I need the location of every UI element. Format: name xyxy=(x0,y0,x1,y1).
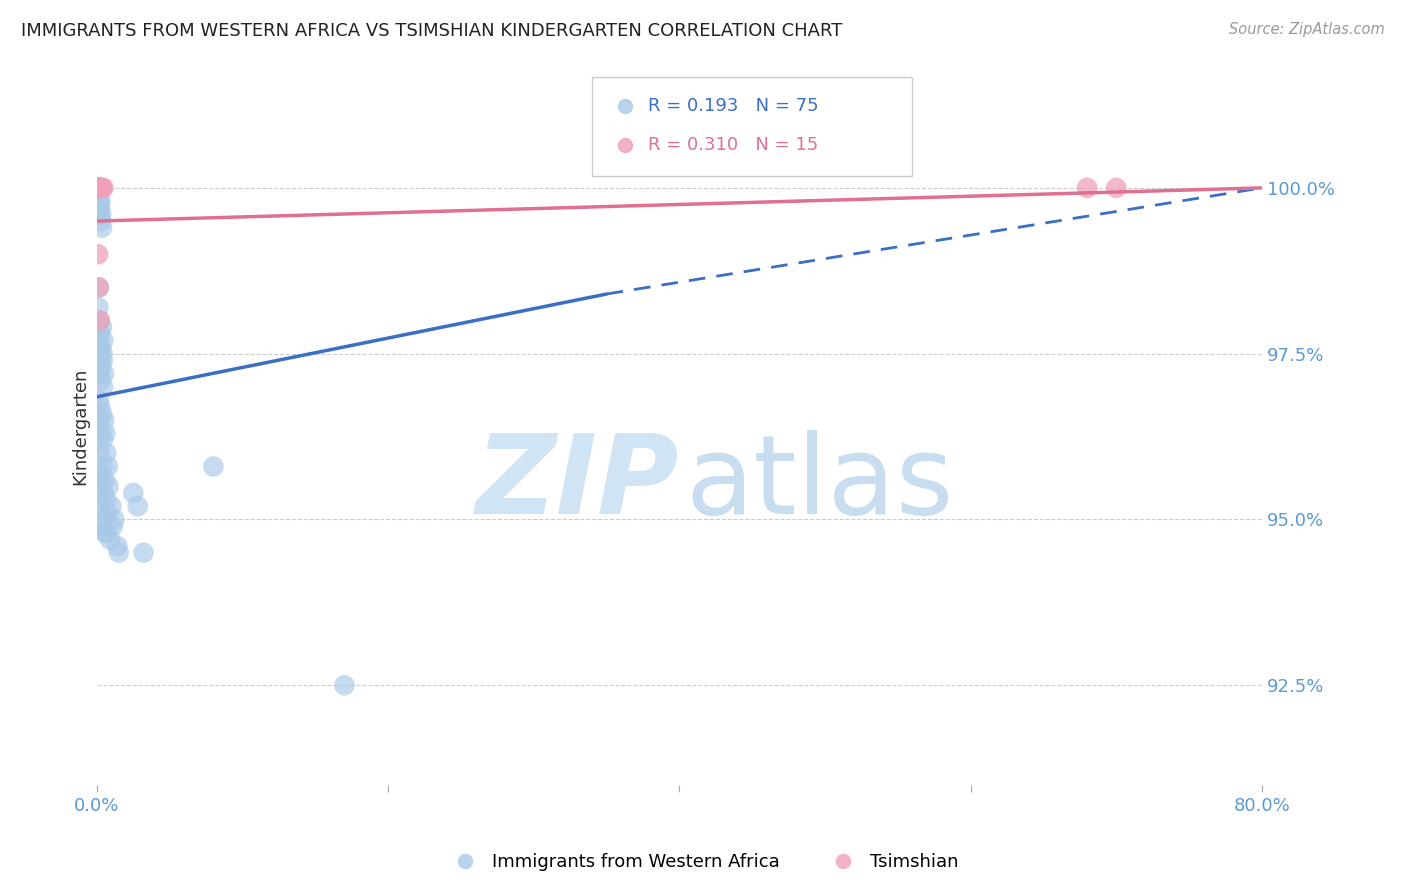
Text: IMMIGRANTS FROM WESTERN AFRICA VS TSIMSHIAN KINDERGARTEN CORRELATION CHART: IMMIGRANTS FROM WESTERN AFRICA VS TSIMSH… xyxy=(21,22,842,40)
Point xyxy=(91,433,114,447)
Point xyxy=(87,181,110,195)
Point xyxy=(90,340,112,354)
Point xyxy=(89,400,111,414)
Point xyxy=(91,353,114,368)
Point xyxy=(89,347,111,361)
Point xyxy=(87,194,110,209)
Point xyxy=(122,486,145,500)
Text: ZIP: ZIP xyxy=(475,431,679,538)
Point xyxy=(87,181,110,195)
Point xyxy=(94,426,117,441)
Point xyxy=(90,466,112,480)
Point xyxy=(1076,181,1098,195)
Text: R = 0.310   N = 15: R = 0.310 N = 15 xyxy=(648,136,818,154)
Point xyxy=(333,678,356,692)
Point xyxy=(89,446,111,460)
Text: R = 0.193   N = 75: R = 0.193 N = 75 xyxy=(648,97,818,115)
Point xyxy=(87,181,110,195)
Point xyxy=(107,546,129,560)
Point xyxy=(90,373,112,387)
Point xyxy=(105,539,128,553)
Point xyxy=(1105,181,1128,195)
Text: Source: ZipAtlas.com: Source: ZipAtlas.com xyxy=(1229,22,1385,37)
Point xyxy=(94,473,117,487)
Point xyxy=(132,546,155,560)
Point xyxy=(94,525,117,540)
Point xyxy=(87,201,110,215)
Point xyxy=(96,492,118,507)
Point xyxy=(89,181,111,195)
Point xyxy=(90,500,112,514)
Legend: Immigrants from Western Africa, Tsimshian: Immigrants from Western Africa, Tsimshia… xyxy=(440,847,966,879)
Text: atlas: atlas xyxy=(685,431,953,538)
Point xyxy=(87,393,110,408)
Point xyxy=(89,367,111,381)
Point xyxy=(87,280,110,294)
Point xyxy=(90,359,112,374)
Point xyxy=(91,347,114,361)
Point xyxy=(87,300,110,314)
Point xyxy=(90,326,112,341)
Point xyxy=(90,479,112,493)
Point xyxy=(87,347,110,361)
Point xyxy=(87,326,110,341)
Point xyxy=(87,247,110,261)
Point xyxy=(93,334,115,348)
Point xyxy=(90,426,112,441)
Point xyxy=(90,207,112,221)
Point xyxy=(91,380,114,394)
Point xyxy=(87,181,110,195)
Point xyxy=(96,506,118,520)
Point xyxy=(86,181,108,195)
Point xyxy=(89,413,111,427)
Point xyxy=(89,181,111,195)
Point xyxy=(90,519,112,533)
Point xyxy=(89,340,111,354)
Point xyxy=(87,181,110,195)
Point xyxy=(89,201,111,215)
Point xyxy=(90,181,112,195)
Point xyxy=(87,181,110,195)
Point xyxy=(91,181,114,195)
Point xyxy=(91,512,114,526)
Point xyxy=(103,512,125,526)
Point xyxy=(90,194,112,209)
Point xyxy=(87,181,110,195)
Point xyxy=(89,181,111,195)
Point xyxy=(91,320,114,334)
Point xyxy=(89,207,111,221)
Point xyxy=(87,181,110,195)
Point xyxy=(97,459,120,474)
Point xyxy=(93,367,115,381)
Point xyxy=(89,181,111,195)
Point xyxy=(127,500,149,514)
Point xyxy=(98,533,121,547)
Point xyxy=(87,194,110,209)
Point xyxy=(91,406,114,420)
Point xyxy=(87,280,110,294)
Point xyxy=(94,525,117,540)
Point xyxy=(91,459,114,474)
Point xyxy=(90,353,112,368)
Point xyxy=(89,181,111,195)
Point xyxy=(87,187,110,202)
Point xyxy=(202,459,225,474)
Point xyxy=(93,486,115,500)
Point xyxy=(101,519,124,533)
Point xyxy=(93,181,115,195)
Point xyxy=(97,479,120,493)
Point xyxy=(87,359,110,374)
Point xyxy=(91,220,114,235)
FancyBboxPatch shape xyxy=(592,77,912,176)
Point xyxy=(89,313,111,327)
Point xyxy=(89,313,111,327)
Point xyxy=(100,500,122,514)
Point xyxy=(93,413,115,427)
Point xyxy=(87,181,110,195)
Y-axis label: Kindergarten: Kindergarten xyxy=(72,368,89,485)
Point xyxy=(96,446,118,460)
Point xyxy=(90,214,112,228)
Point xyxy=(89,181,111,195)
Point xyxy=(86,181,108,195)
